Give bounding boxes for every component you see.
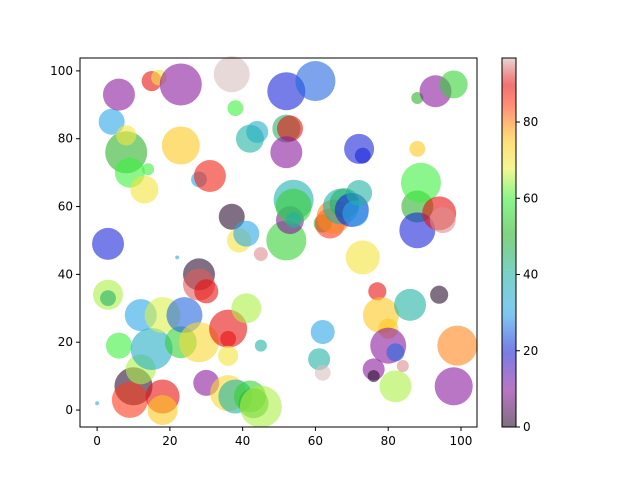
y-tick-label: 0 (65, 403, 73, 417)
colorbar-tick-label: 80 (523, 115, 538, 129)
bubble (276, 115, 303, 142)
y-tick-label: 80 (58, 132, 73, 146)
y-tick-label: 60 (58, 200, 73, 214)
bubble (394, 288, 427, 321)
bubble (253, 247, 268, 261)
bubble (295, 61, 336, 102)
bubble (105, 332, 132, 359)
bubble (220, 330, 237, 347)
colorbar-tick-label: 0 (523, 420, 531, 434)
bubble (218, 345, 239, 366)
bubble (285, 212, 302, 229)
colorbar-tick-label: 60 (523, 191, 538, 205)
x-tick-label: 80 (381, 434, 396, 448)
bubble (98, 108, 125, 135)
bubble (437, 325, 478, 366)
x-tick-label: 20 (162, 434, 177, 448)
bubble (308, 348, 331, 371)
bubble (270, 136, 303, 169)
bubble (396, 359, 409, 372)
x-tick-label: 60 (308, 434, 323, 448)
bubble (233, 220, 260, 247)
bubble (161, 126, 200, 165)
bubble (310, 320, 335, 345)
bubble (409, 140, 426, 157)
bubble (130, 175, 159, 204)
colorbar-tick-label: 20 (523, 344, 538, 358)
y-tick-label: 100 (50, 64, 73, 78)
bubble (314, 364, 331, 381)
bubble (178, 322, 219, 363)
bubble (439, 70, 468, 99)
colorbar-tick-label: 40 (523, 268, 538, 282)
bubble (254, 339, 267, 352)
bubble (159, 63, 202, 106)
x-tick-label: 40 (235, 434, 250, 448)
bubble (430, 285, 449, 304)
bubble (429, 207, 456, 234)
y-tick-label: 20 (58, 335, 73, 349)
bubble (130, 327, 173, 371)
axes-frame (79, 57, 478, 428)
y-tick-label: 40 (58, 267, 73, 281)
bubble (147, 395, 178, 426)
bubble (218, 203, 245, 230)
bubble (400, 162, 441, 203)
bubble (354, 147, 371, 164)
bubble (368, 282, 387, 301)
bubble (193, 160, 226, 193)
bubble (213, 56, 250, 93)
bubble (227, 100, 244, 117)
bubble (346, 179, 373, 206)
bubble (379, 370, 412, 403)
bubble (386, 343, 405, 362)
colorbar (501, 57, 517, 428)
bubble (434, 367, 473, 406)
bubble (231, 293, 262, 324)
bubble (116, 125, 137, 146)
bubble (175, 255, 180, 260)
bubble (92, 227, 125, 260)
bubble (367, 370, 380, 383)
bubble (142, 163, 155, 176)
bubble (95, 401, 100, 406)
bubble (342, 200, 369, 227)
bubble (345, 240, 380, 275)
bubble (246, 120, 269, 143)
x-tick-label: 100 (450, 434, 473, 448)
bubble (194, 279, 219, 304)
x-tick-label: 0 (93, 434, 101, 448)
plot-area (92, 56, 478, 428)
bubble (111, 381, 148, 418)
bubble (100, 290, 116, 307)
bubble (239, 385, 282, 428)
bubble (275, 188, 312, 225)
bubble (102, 78, 135, 111)
